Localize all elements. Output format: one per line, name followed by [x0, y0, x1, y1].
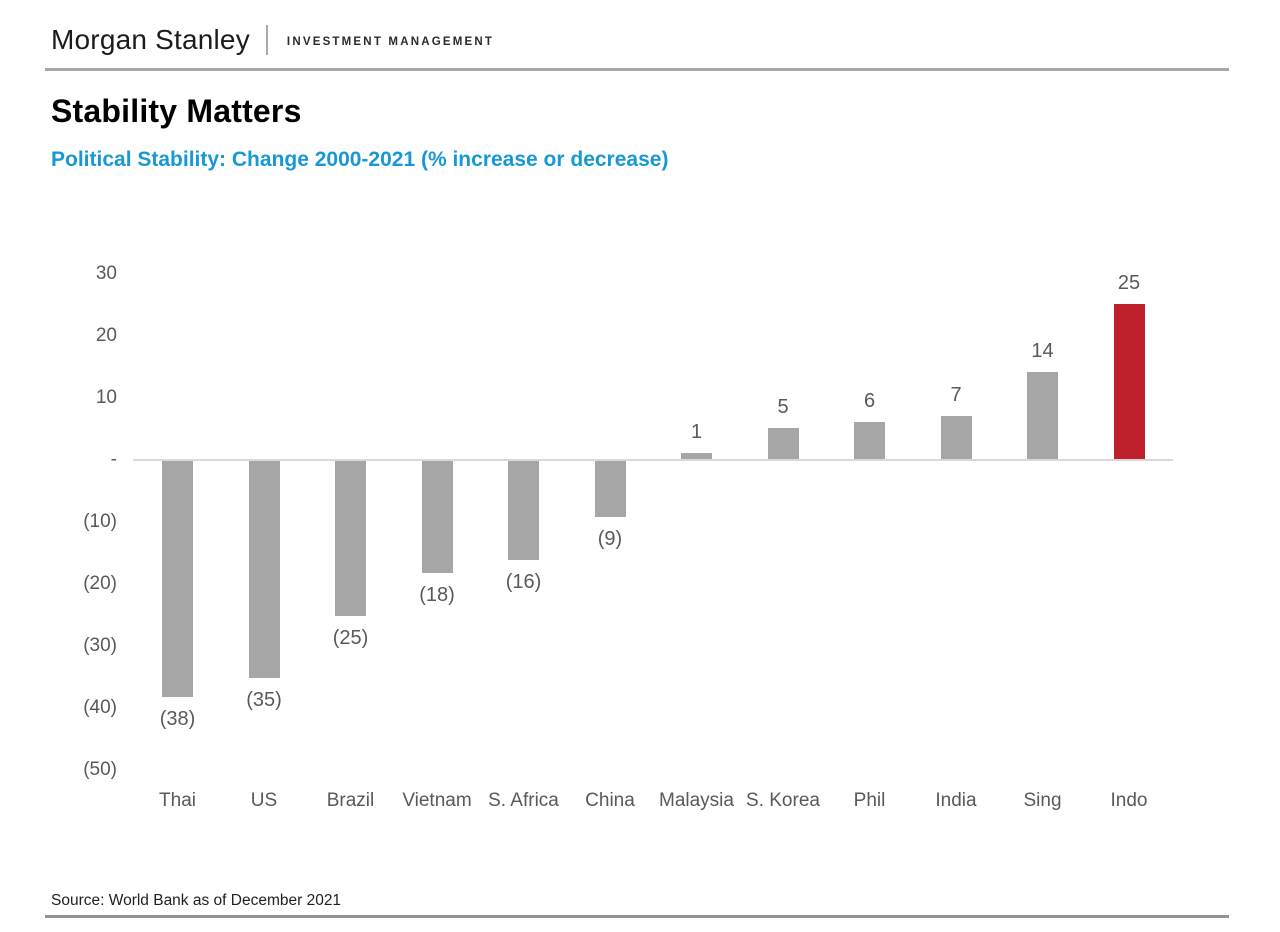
bar-s-africa: [508, 461, 539, 561]
page-title: Stability Matters: [51, 93, 302, 129]
bar-value-label: 14: [1031, 340, 1054, 363]
bar-value-label: (25): [332, 627, 369, 649]
x-axis-label: Malaysia: [659, 790, 734, 811]
bar-s-korea: [767, 428, 799, 459]
zero-baseline: [133, 459, 1173, 461]
x-axis-label: S. Korea: [746, 790, 820, 811]
source-note: Source: World Bank as of December 2021: [51, 892, 342, 909]
bar-value-label: (38): [159, 707, 196, 730]
bottom-rule: [45, 915, 1229, 918]
bar-value-label: 6: [863, 389, 876, 412]
y-axis-tick: 30: [95, 263, 117, 284]
x-axis-label: S. Africa: [488, 790, 559, 811]
x-axis-label: Brazil: [326, 790, 375, 811]
bar-thai: [162, 461, 193, 697]
x-axis-label: Vietnam: [402, 790, 472, 811]
bar-india: [940, 415, 972, 459]
bar-value-label: 5: [777, 396, 789, 418]
x-axis-label: Indo: [1110, 790, 1148, 811]
bar-value-label: (18): [419, 583, 455, 606]
bar-us: [248, 461, 280, 678]
morgan-stanley-logo: Morgan Stanley: [51, 24, 250, 55]
x-axis-label: US: [250, 790, 278, 811]
x-axis-label: Thai: [159, 790, 196, 811]
bar-vietnam: [421, 461, 453, 573]
y-axis-tick: -: [110, 449, 117, 470]
bar-value-label: (35): [246, 689, 282, 711]
bar-value-label: 7: [950, 383, 962, 406]
y-axis-tick: 10: [95, 387, 117, 408]
y-axis-tick: (20): [83, 573, 117, 594]
bar-china: [594, 461, 626, 517]
y-axis-tick: (30): [83, 635, 117, 656]
bar-malaysia: [681, 452, 712, 459]
division-label: INVESTMENT MANAGEMENT: [286, 35, 495, 48]
y-axis-tick: (50): [83, 759, 117, 780]
y-axis-tick: (10): [83, 511, 117, 532]
bar-value-label: 1: [690, 420, 703, 443]
logo-divider: [265, 25, 268, 55]
bar-sing: [1027, 372, 1058, 459]
x-axis-label: China: [585, 790, 635, 811]
bar-indo: [1113, 304, 1145, 459]
bar-brazil: [335, 461, 366, 616]
y-axis-tick: 20: [95, 325, 117, 346]
header: Morgan Stanley INVESTMENT MANAGEMENT: [51, 22, 494, 58]
bar-value-label: 25: [1117, 272, 1141, 294]
bar-phil: [854, 421, 885, 459]
chart-subtitle: Political Stability: Change 2000-2021 (%…: [51, 148, 669, 171]
y-axis-tick: (40): [83, 697, 117, 718]
top-rule: [45, 68, 1229, 71]
x-axis-label: Phil: [853, 790, 886, 811]
bar-value-label: (16): [505, 571, 542, 594]
x-axis-label: India: [935, 790, 977, 811]
x-axis-label: Sing: [1023, 790, 1062, 811]
bar-value-label: (9): [597, 527, 623, 550]
